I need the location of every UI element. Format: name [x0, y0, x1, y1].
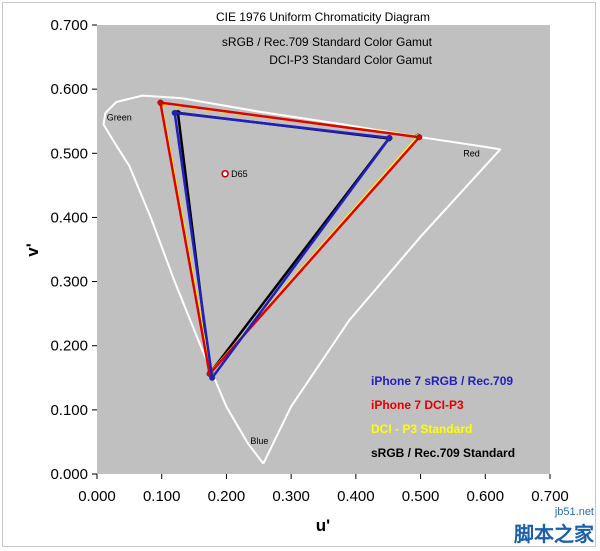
x-tick-label: 0.200 — [208, 488, 246, 505]
y-tick-label: 0.700 — [50, 17, 88, 34]
y-tick-label: 0.500 — [50, 145, 88, 162]
y-tick-label: 0.000 — [50, 466, 88, 483]
spectral-locus — [102, 94, 502, 465]
gamut-point-3-2 — [209, 374, 216, 381]
x-axis-title: u' — [316, 516, 330, 535]
y-tick-label: 0.100 — [50, 402, 88, 419]
legend-entry-2: DCI - P3 Standard — [371, 422, 472, 436]
white-point-marker — [221, 170, 229, 178]
legend-entry-3: sRGB / Rec.709 Standard — [371, 446, 515, 460]
chart-frame — [2, 2, 596, 547]
y-tick-label: 0.600 — [50, 81, 88, 98]
y-tick-label: 0.300 — [50, 274, 88, 291]
x-tick-label: 0.300 — [272, 488, 310, 505]
gamut-triangle-3 — [173, 111, 391, 380]
x-tick-label: 0.400 — [337, 488, 375, 505]
watermark-site: jb51.net — [554, 506, 594, 518]
plot-area — [97, 25, 550, 474]
y-tick-label: 0.400 — [50, 209, 88, 226]
y-axis-title: v' — [23, 243, 42, 257]
legend-entry-0: iPhone 7 sRGB / Rec.709 — [371, 374, 513, 388]
legend: iPhone 7 sRGB / Rec.709 iPhone 7 DCI-P3 DC… — [371, 374, 515, 460]
spectral-locus-layer — [102, 94, 502, 465]
watermark: jb51.net 脚本之家 — [514, 506, 594, 547]
gamut-point-2-0 — [416, 134, 423, 141]
white-point-label: D65 — [231, 169, 248, 179]
gamut-triangle-2 — [159, 101, 421, 376]
x-tick-label: 0.500 — [402, 488, 440, 505]
x-tick-label: 0.000 — [78, 488, 116, 505]
y-tick-label: 0.200 — [50, 338, 88, 355]
gamut-point-3-0 — [386, 134, 393, 141]
region-label-blue: Blue — [250, 436, 268, 446]
series-layer — [157, 99, 423, 381]
gamut-point-2-1 — [157, 99, 164, 106]
x-tick-label: 0.700 — [531, 488, 569, 505]
tick-layer: 0.000 0.100 0.200 0.300 0.400 0.500 0.600 0.700… — [50, 17, 568, 505]
chart-title: CIE 1976 Uniform Chromaticity Diagram — [216, 10, 430, 24]
watermark-name: 脚本之家 — [514, 522, 594, 546]
region-label-red: Red — [463, 149, 480, 159]
label-layer: Green Red Blue D65 — [107, 113, 480, 446]
x-tick-label: 0.100 — [143, 488, 181, 505]
subtitle-dci-p3: DCI-P3 Standard Color Gamut — [269, 53, 432, 67]
region-label-green: Green — [107, 113, 132, 123]
subtitle-srgb: sRGB / Rec.709 Standard Color Gamut — [222, 35, 433, 49]
x-tick-label: 0.600 — [467, 488, 505, 505]
gamut-point-3-1 — [171, 109, 178, 116]
legend-entry-1: iPhone 7 DCI-P3 — [371, 398, 464, 412]
